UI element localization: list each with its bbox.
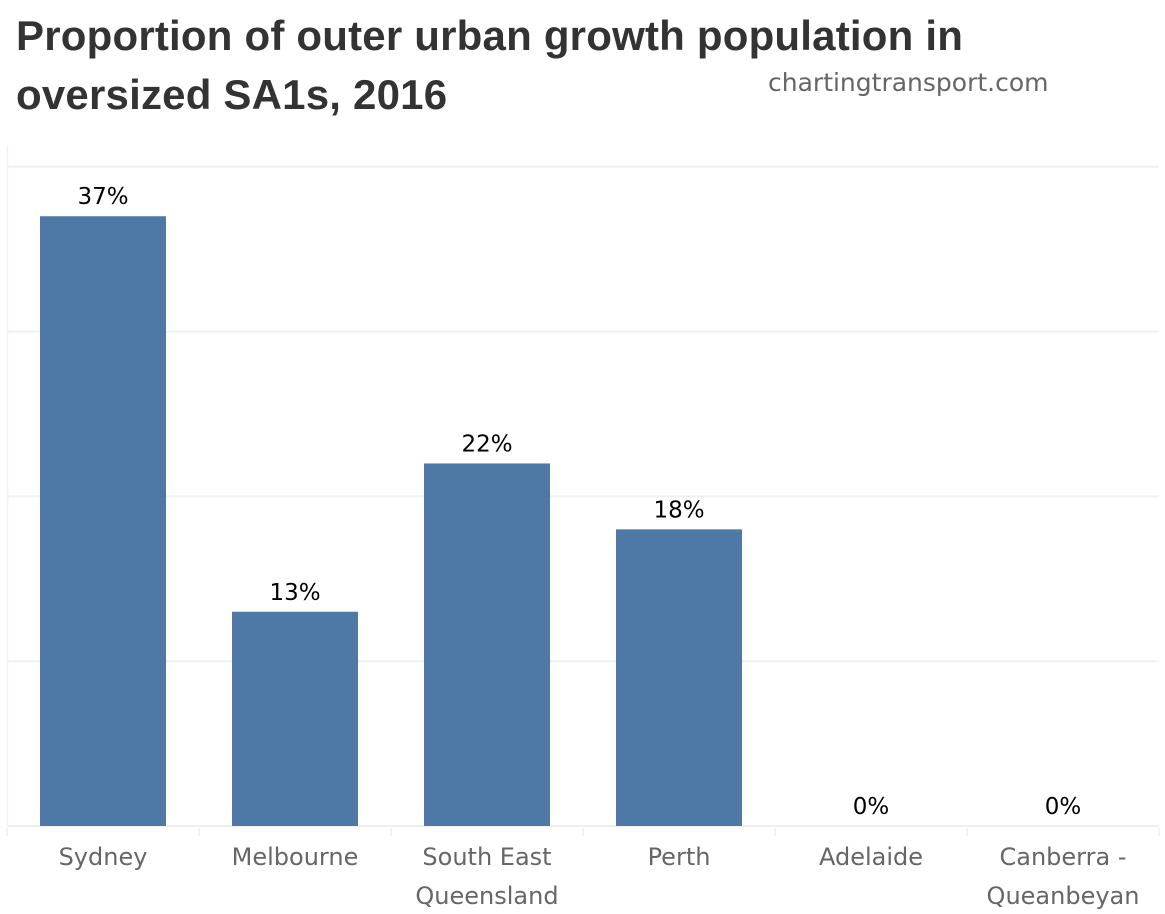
category-label: South East Queensland [415, 843, 558, 910]
value-label: 0% [853, 794, 890, 820]
gridlines [6, 145, 1160, 836]
category-label: Melbourne [232, 843, 359, 871]
chart-title-line2: oversized SA1s, 2016 [16, 71, 448, 118]
category-label: Sydney [59, 843, 148, 871]
bar[interactable] [232, 611, 358, 826]
value-label: 0% [1045, 794, 1082, 820]
category-label: Perth [648, 843, 711, 871]
value-labels: 37% 13% 22% 18% 0% 0% [77, 184, 1081, 820]
category-label: Canberra -Queanbeyan [987, 843, 1140, 910]
value-label: 13% [269, 580, 320, 606]
value-label: 22% [461, 431, 512, 457]
bar[interactable] [424, 463, 550, 826]
category-label: Adelaide [819, 843, 923, 871]
chart-title: Proportion of outer urban growth populat… [16, 6, 963, 124]
bar[interactable] [616, 529, 742, 826]
bars [40, 216, 742, 827]
chart-title-line1: Proportion of outer urban growth populat… [16, 12, 964, 59]
source-credit: chartingtransport.com [768, 68, 1049, 97]
bar[interactable] [40, 216, 166, 827]
value-label: 37% [77, 184, 128, 210]
category-labels: Sydney Melbourne South East Queensland Perth… [59, 843, 1140, 910]
value-label: 18% [653, 497, 704, 523]
